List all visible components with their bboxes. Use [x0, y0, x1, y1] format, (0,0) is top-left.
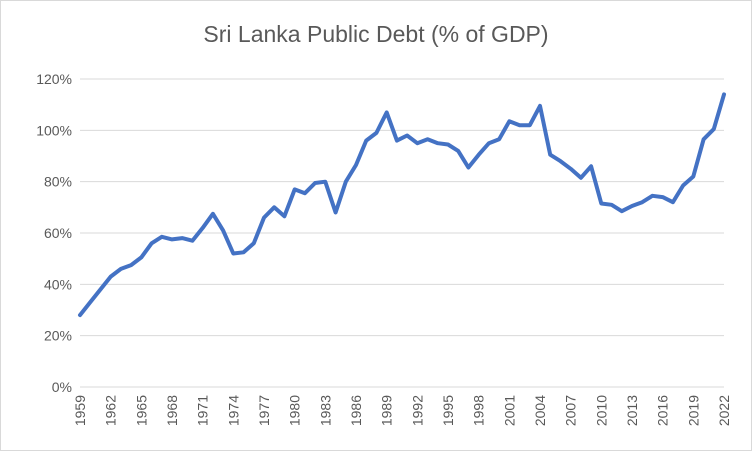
- x-tick-label: 1983: [317, 395, 333, 426]
- x-tick-label: 1986: [348, 395, 364, 426]
- y-tick-labels: 0% 20% 40% 60% 80% 100% 120%: [36, 71, 72, 395]
- y-tick-label: 40%: [44, 276, 72, 292]
- x-tick-labels: 1959 1962 1965 1968 1971 1974 1977 1980 1983 1986…: [72, 395, 732, 426]
- x-tick-label: 2022: [716, 395, 732, 426]
- x-tick-label: 1992: [409, 395, 425, 426]
- chart-title: Sri Lanka Public Debt (% of GDP): [203, 21, 549, 47]
- x-tick-label: 2007: [563, 395, 579, 426]
- x-tick-label: 1959: [72, 395, 88, 426]
- x-tick-label: 1962: [103, 395, 119, 426]
- series-debt-line: [78, 92, 726, 318]
- y-tick-label: 80%: [44, 174, 72, 190]
- x-tick-label: 1965: [133, 395, 149, 426]
- x-tick-label: 2016: [655, 395, 671, 426]
- x-tick-label: 2004: [532, 395, 548, 426]
- x-tick-label: 1998: [471, 395, 487, 426]
- x-tick-label: 1989: [379, 395, 395, 426]
- x-tick-label: 1977: [256, 395, 272, 426]
- x-tick-label: 1971: [195, 395, 211, 426]
- x-tick-label: 2010: [593, 395, 609, 426]
- x-tick-label: 1968: [164, 395, 180, 426]
- y-tick-label: 20%: [44, 328, 72, 344]
- y-tick-label: 0%: [52, 379, 72, 395]
- x-tick-label: 2019: [685, 395, 701, 426]
- y-tick-label: 60%: [44, 225, 72, 241]
- debt-series-line: [78, 92, 726, 318]
- x-tick-label: 1980: [287, 395, 303, 426]
- x-tick-label: 2013: [624, 395, 640, 426]
- y-tick-label: 120%: [36, 71, 72, 87]
- y-tick-label: 100%: [36, 122, 72, 138]
- x-tick-label: 1974: [225, 395, 241, 426]
- x-tick-label: 1995: [440, 395, 456, 426]
- x-tick-label: 2001: [501, 395, 517, 426]
- gridlines: [80, 78, 724, 337]
